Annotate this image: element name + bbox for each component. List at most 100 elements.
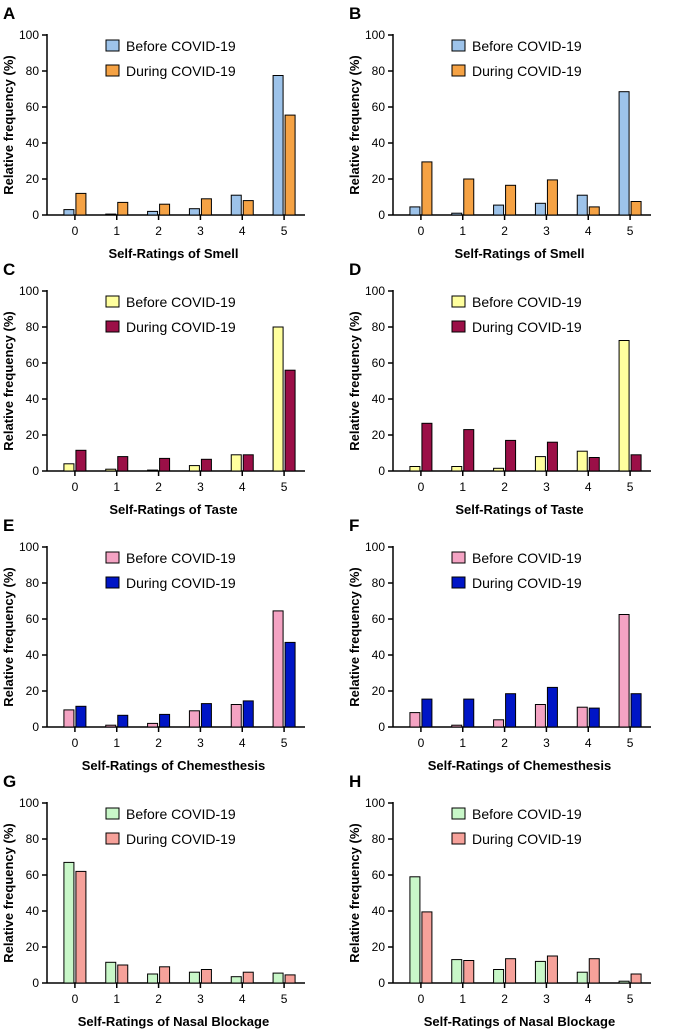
- x-tick-label: 4: [239, 736, 246, 750]
- x-tick-label: 1: [113, 992, 120, 1006]
- bar-during-2: [159, 713, 171, 728]
- bar-during-4: [242, 200, 254, 216]
- bar-during-5: [284, 114, 296, 216]
- y-tick-label: 20: [372, 172, 386, 186]
- y-tick-label: 40: [26, 136, 40, 150]
- bar-during-0: [75, 192, 87, 216]
- x-tick-label: 3: [543, 480, 550, 494]
- x-tick-label: 3: [543, 736, 550, 750]
- y-tick-label: 40: [26, 904, 40, 918]
- legend-swatch-before: [105, 39, 120, 52]
- bar-before-1: [105, 961, 117, 984]
- x-tick-label: 3: [197, 224, 204, 238]
- bar-during-0: [75, 449, 87, 472]
- bar-during-2: [505, 958, 517, 984]
- x-tick-label: 5: [281, 992, 288, 1006]
- bar-during-4: [588, 457, 600, 472]
- bar-during-2: [159, 457, 171, 472]
- legend-label-before: Before COVID-19: [126, 38, 236, 54]
- bar-during-3: [546, 441, 558, 472]
- x-tick-label: 1: [113, 480, 120, 494]
- bar-during-5: [630, 454, 642, 472]
- bar-during-1: [117, 456, 129, 472]
- y-tick-label: 40: [372, 648, 386, 662]
- x-tick-label: 3: [543, 992, 550, 1006]
- x-tick-label: 0: [72, 480, 79, 494]
- x-tick-label: 1: [459, 224, 466, 238]
- y-tick-label: 60: [26, 100, 40, 114]
- bar-before-0: [63, 861, 75, 984]
- bar-during-1: [463, 178, 475, 216]
- y-tick-label: 100: [19, 796, 39, 810]
- bar-before-2: [493, 969, 505, 984]
- y-tick-label: 80: [372, 320, 386, 334]
- bar-during-4: [242, 700, 254, 728]
- x-tick-label: 1: [459, 736, 466, 750]
- x-axis-title: Self-Ratings of Chemesthesis: [428, 758, 612, 773]
- x-tick-label: 0: [418, 480, 425, 494]
- x-tick-label: 5: [627, 992, 634, 1006]
- bar-during-1: [117, 714, 129, 728]
- bar-before-5: [618, 980, 630, 984]
- bar-during-5: [630, 693, 642, 728]
- panel-letter: E: [3, 516, 14, 535]
- x-tick-label: 5: [627, 736, 634, 750]
- bar-before-0: [63, 709, 75, 728]
- legend-swatch-during: [105, 64, 120, 77]
- x-axis-title: Self-Ratings of Taste: [109, 502, 237, 517]
- bar-during-5: [630, 201, 642, 216]
- x-axis-title: Self-Ratings of Nasal Blockage: [78, 1014, 269, 1029]
- bar-before-0: [409, 712, 421, 728]
- bar-during-1: [463, 429, 475, 472]
- x-tick-label: 2: [155, 736, 162, 750]
- legend-swatch-during: [451, 576, 466, 589]
- bar-during-3: [546, 686, 558, 728]
- bar-before-1: [451, 959, 463, 984]
- x-tick-label: 4: [585, 992, 592, 1006]
- legend-label-before: Before COVID-19: [472, 38, 582, 54]
- bar-during-5: [284, 641, 296, 728]
- bar-during-2: [505, 439, 517, 472]
- bar-before-0: [409, 466, 421, 472]
- bar-before-0: [409, 876, 421, 984]
- bar-during-3: [200, 198, 212, 216]
- y-tick-label: 40: [26, 648, 40, 662]
- bar-before-0: [63, 463, 75, 472]
- bar-during-3: [200, 969, 212, 984]
- y-tick-label: 60: [372, 100, 386, 114]
- x-tick-label: 0: [72, 992, 79, 1006]
- y-tick-label: 40: [372, 136, 386, 150]
- x-tick-label: 0: [418, 224, 425, 238]
- legend-label-during: During COVID-19: [472, 831, 582, 847]
- x-tick-label: 2: [155, 992, 162, 1006]
- bar-before-3: [534, 202, 546, 216]
- y-tick-label: 40: [372, 392, 386, 406]
- legend-swatch-during: [451, 832, 466, 845]
- panel-letter: D: [349, 260, 361, 279]
- x-tick-label: 2: [501, 224, 508, 238]
- bar-before-5: [272, 972, 284, 984]
- y-tick-label: 100: [365, 28, 385, 42]
- bar-during-4: [588, 707, 600, 728]
- bar-during-0: [421, 422, 433, 472]
- bar-during-3: [200, 458, 212, 472]
- panel-letter: C: [3, 260, 15, 279]
- bar-before-2: [493, 719, 505, 728]
- legend-swatch-during: [105, 832, 120, 845]
- bar-before-3: [188, 208, 200, 216]
- x-tick-label: 4: [239, 992, 246, 1006]
- legend-label-during: During COVID-19: [126, 575, 236, 591]
- y-tick-label: 0: [32, 208, 39, 222]
- y-axis-title: Relative frequency (%): [347, 311, 362, 450]
- bar-during-2: [505, 184, 517, 216]
- panel-letter: B: [349, 4, 361, 23]
- y-tick-label: 100: [365, 796, 385, 810]
- bar-before-4: [576, 706, 588, 728]
- bar-during-1: [463, 960, 475, 984]
- y-tick-label: 20: [26, 940, 40, 954]
- x-tick-label: 0: [72, 736, 79, 750]
- legend-swatch-before: [105, 807, 120, 820]
- bar-before-2: [493, 204, 505, 216]
